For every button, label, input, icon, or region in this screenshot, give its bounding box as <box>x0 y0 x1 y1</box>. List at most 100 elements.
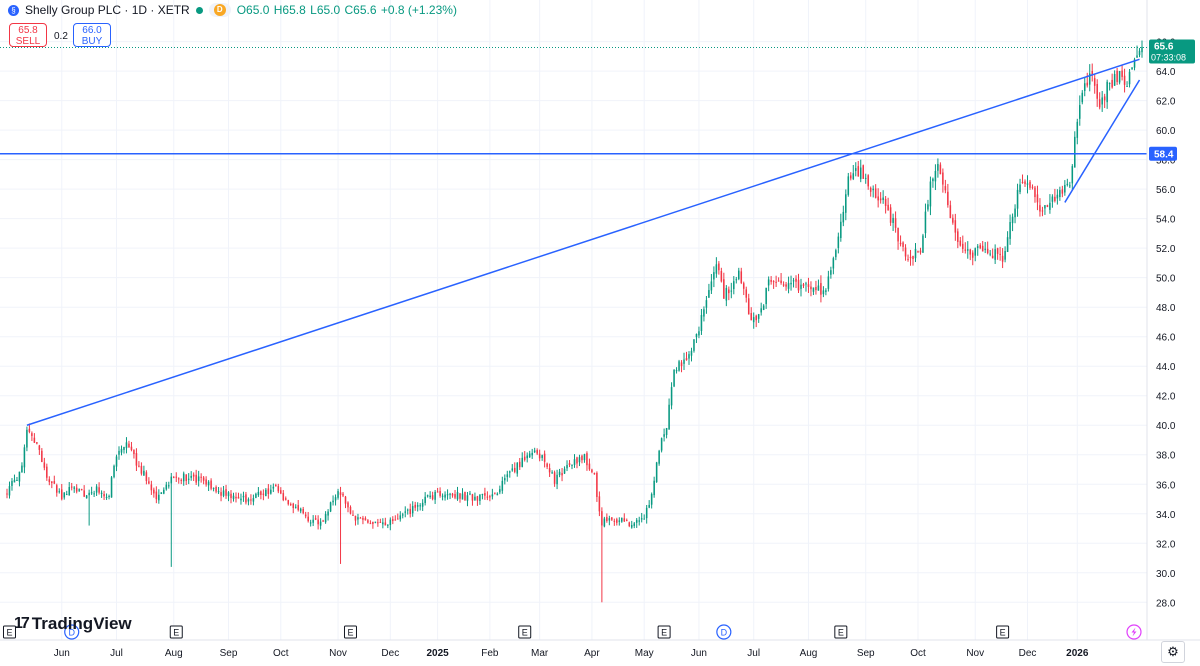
spread-value: 0.2 <box>54 31 68 42</box>
candle-body <box>394 519 397 521</box>
candle-body <box>135 453 138 466</box>
candle-body <box>800 284 802 289</box>
candle-body <box>725 287 728 301</box>
candle-body <box>63 492 66 498</box>
buy-price: 66.0 <box>82 25 102 36</box>
candle-body <box>287 500 290 505</box>
earnings-marker[interactable] <box>169 625 183 639</box>
candle-body <box>675 370 678 372</box>
candle-body <box>613 520 616 522</box>
candle-body <box>374 521 377 523</box>
countdown-label: 07:33:08 <box>1151 53 1186 63</box>
candle-body <box>172 477 175 479</box>
time-axis-label: Sep <box>857 648 875 659</box>
candle-body <box>230 493 232 499</box>
candle-body <box>461 493 464 500</box>
candle-body <box>1051 196 1054 202</box>
candle-body <box>411 506 414 514</box>
time-axis-label: 2025 <box>426 648 449 659</box>
candle-body <box>621 517 623 522</box>
candle-body <box>591 469 593 473</box>
candle-body <box>329 502 332 512</box>
candle-body <box>593 473 596 475</box>
candle-body <box>723 279 725 299</box>
event-marker-letter: E <box>838 628 844 638</box>
candle-body <box>1064 184 1066 193</box>
sell-button[interactable]: 65.8 SELL <box>9 23 47 47</box>
candle-body <box>78 489 80 491</box>
data-badge[interactable]: D <box>208 3 231 17</box>
candle-body <box>113 465 115 478</box>
candle-body <box>414 504 416 508</box>
candle-body <box>163 489 165 494</box>
level-badge <box>1149 146 1177 161</box>
candle-body <box>103 494 105 497</box>
candle-body <box>354 515 357 521</box>
earnings-marker[interactable] <box>657 625 671 639</box>
candle-body <box>1009 222 1011 239</box>
time-axis-label: Oct <box>273 648 289 659</box>
candle-body <box>747 298 750 315</box>
buy-button[interactable]: 66.0 BUY <box>73 23 111 47</box>
candle-body <box>456 492 459 500</box>
time-axis-label: Apr <box>584 648 600 659</box>
earnings-marker[interactable] <box>518 625 532 639</box>
candle-body <box>255 493 257 498</box>
candle-body <box>713 272 715 280</box>
candle-body <box>703 309 705 317</box>
candle-body <box>536 450 538 454</box>
candle-body <box>929 181 932 207</box>
candle-body <box>177 478 180 480</box>
candle-body <box>240 498 242 501</box>
candle-body <box>1103 96 1106 101</box>
candle-body <box>185 474 187 482</box>
sell-price: 65.8 <box>18 25 38 36</box>
candle-body <box>790 282 792 285</box>
earnings-marker[interactable] <box>996 625 1010 639</box>
dividend-marker[interactable] <box>716 624 732 640</box>
candle-body <box>665 428 668 435</box>
earnings-marker[interactable] <box>343 625 357 639</box>
candle-body <box>650 494 653 505</box>
candle-body <box>26 429 28 448</box>
candle-body <box>827 276 830 289</box>
candle-body <box>1014 208 1016 218</box>
earnings-marker[interactable] <box>2 625 16 639</box>
candle-body <box>805 283 807 285</box>
candle-body <box>750 313 752 321</box>
symbol-title[interactable]: Shelly Group PLC · 1D · XETR <box>25 3 190 17</box>
earnings-marker[interactable] <box>834 625 848 639</box>
drawings[interactable] <box>0 58 1147 426</box>
candle-body <box>653 480 655 496</box>
tradingview-logo[interactable]: 17 TradingView <box>14 614 132 634</box>
candle-body <box>11 481 13 486</box>
candle-body <box>770 279 772 282</box>
candle-body <box>777 280 780 282</box>
candle-body <box>222 490 225 496</box>
candle-body <box>755 315 757 321</box>
candle-body <box>319 521 322 526</box>
candle-body <box>608 518 611 521</box>
candle-body <box>444 494 446 498</box>
candle-body <box>1141 46 1143 53</box>
candle-body <box>947 191 949 206</box>
candle-body <box>312 519 314 523</box>
candle-body <box>182 473 185 482</box>
candle-body <box>690 350 693 356</box>
candle-body <box>23 447 26 468</box>
dividend-marker[interactable] <box>64 624 80 640</box>
market-status-icon[interactable] <box>195 6 203 14</box>
candle-body <box>469 493 471 495</box>
candle-body <box>1133 59 1136 68</box>
gear-icon[interactable]: ⚙ <box>1161 641 1185 663</box>
candle-body <box>36 442 38 444</box>
candle-body <box>108 495 110 498</box>
candle-body <box>357 517 359 520</box>
candle-body <box>48 479 51 483</box>
candle-body <box>1126 85 1128 87</box>
candle-body <box>601 511 603 526</box>
buy-label: BUY <box>81 36 103 47</box>
candle-body <box>454 494 456 498</box>
